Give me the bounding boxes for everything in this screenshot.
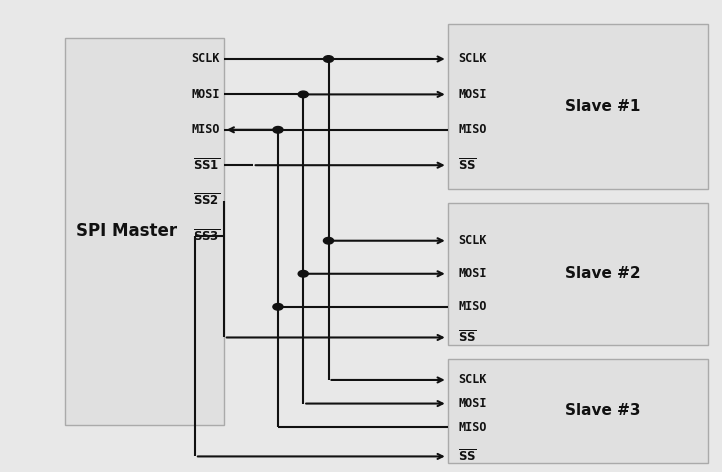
Text: MOSI: MOSI	[458, 397, 487, 410]
FancyBboxPatch shape	[448, 359, 708, 463]
Text: MOSI: MOSI	[458, 88, 487, 101]
Text: MISO: MISO	[458, 421, 487, 434]
Text: SCLK: SCLK	[458, 373, 487, 387]
Text: $\overline{\mathbf{SS}}$: $\overline{\mathbf{SS}}$	[458, 158, 477, 173]
Circle shape	[273, 126, 283, 133]
Text: Slave #1: Slave #1	[565, 99, 640, 114]
Text: $\overline{\mathbf{SS}}$: $\overline{\mathbf{SS}}$	[458, 449, 477, 464]
Circle shape	[323, 237, 334, 244]
Text: SCLK: SCLK	[458, 234, 487, 247]
Circle shape	[298, 270, 308, 277]
Text: Slave #2: Slave #2	[565, 266, 640, 281]
Circle shape	[273, 303, 283, 310]
FancyBboxPatch shape	[448, 203, 708, 345]
Text: MOSI: MOSI	[192, 88, 220, 101]
Text: MISO: MISO	[192, 123, 220, 136]
Text: MISO: MISO	[458, 300, 487, 313]
FancyBboxPatch shape	[448, 24, 708, 189]
FancyBboxPatch shape	[65, 38, 224, 425]
Text: MISO: MISO	[458, 123, 487, 136]
Text: SCLK: SCLK	[458, 52, 487, 66]
Text: $\overline{\mathbf{SS2}}$: $\overline{\mathbf{SS2}}$	[193, 193, 220, 208]
Text: MOSI: MOSI	[458, 267, 487, 280]
Circle shape	[298, 91, 308, 98]
Text: SPI Master: SPI Master	[76, 222, 177, 240]
Text: $\overline{\mathbf{SS}}$: $\overline{\mathbf{SS}}$	[458, 330, 477, 345]
Circle shape	[323, 56, 334, 62]
Text: Slave #3: Slave #3	[565, 403, 640, 418]
Text: SCLK: SCLK	[192, 52, 220, 66]
Text: $\overline{\mathbf{SS1}}$: $\overline{\mathbf{SS1}}$	[193, 158, 220, 173]
Text: $\overline{\mathbf{SS3}}$: $\overline{\mathbf{SS3}}$	[193, 228, 220, 244]
